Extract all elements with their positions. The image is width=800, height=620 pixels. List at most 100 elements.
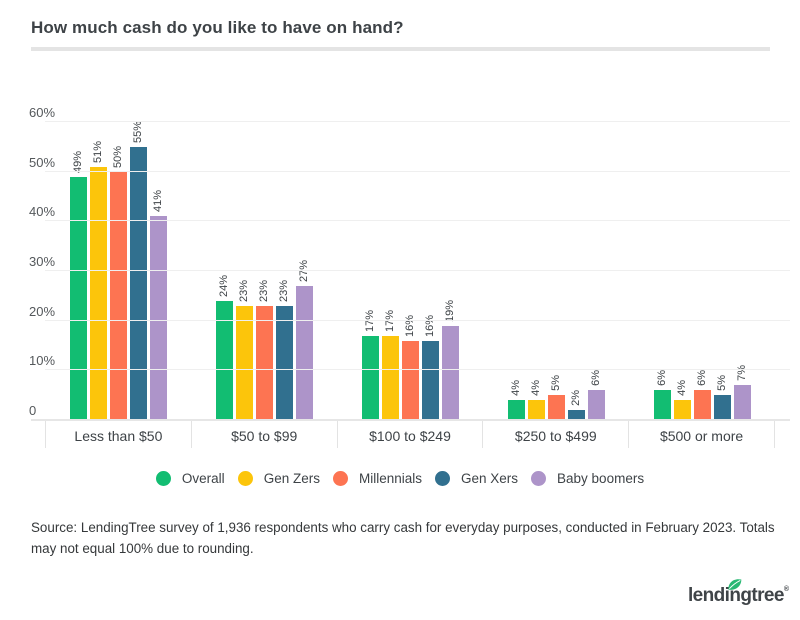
bar-millennials [547, 395, 565, 420]
bar-value-label: 4% [529, 380, 542, 397]
bar-unit-millennials-50-to-99: 23% [255, 279, 273, 420]
bar-unit-baby-boomers-less-than-50: 41% [149, 190, 167, 420]
bar-unit-millennials-500-or-more: 6% [693, 370, 711, 420]
bar-value-label: 6% [655, 370, 668, 387]
bar-value-label: 6% [695, 370, 708, 387]
x-axis-category-250-to-499: $250 to $499 [482, 421, 628, 448]
bar-gen-xers [129, 146, 147, 420]
legend-label: Baby boomers [557, 470, 645, 486]
bar-gen-zers [235, 305, 253, 420]
y-axis-label-30: 30% [29, 254, 56, 269]
legend-label: Gen Zers [263, 470, 320, 486]
y-axis-label-60: 60% [29, 105, 56, 120]
leaf-icon [728, 579, 742, 590]
legend-label: Millennials [358, 470, 422, 486]
legend-item-gen-zers: Gen Zers [237, 470, 320, 486]
legend-label: Overall [181, 470, 225, 486]
plot-area: 49%51%50%55%41%24%23%23%23%27%17%17%16%1… [29, 106, 790, 420]
bar-value-label: 19% [443, 299, 456, 322]
bar-unit-gen-xers-50-to-99: 23% [275, 279, 293, 420]
bar-unit-gen-zers-less-than-50: 51% [89, 140, 107, 420]
bar-groups: 49%51%50%55%41%24%23%23%23%27%17%17%16%1… [45, 120, 775, 420]
bar-unit-baby-boomers-500-or-more: 7% [733, 365, 751, 420]
bar-unit-overall-250-to-499: 4% [507, 380, 525, 420]
bar-value-label: 16% [403, 314, 416, 337]
y-axis-label-10: 10% [29, 353, 56, 369]
bar-baby-boomers [587, 390, 605, 420]
gridline-60 [45, 121, 790, 122]
bar-value-label: 55% [131, 120, 144, 143]
bar-value-label: 23% [237, 279, 250, 302]
bar-value-label: 5% [715, 375, 728, 392]
bar-value-label: 2% [569, 390, 582, 407]
legend-item-overall: Overall [155, 470, 225, 486]
bar-unit-gen-xers-250-to-499: 2% [567, 390, 585, 420]
bar-millennials [255, 305, 273, 420]
gridline-20 [45, 319, 790, 321]
bar-unit-millennials-100-to-249: 16% [401, 314, 419, 420]
bar-group-500-or-more: 6% 4% 6% 5% 7% [629, 122, 775, 420]
bar-value-label: 6% [589, 370, 602, 387]
bar-gen-zers [89, 166, 107, 420]
legend-item-millennials: Millennials [332, 470, 422, 486]
bar-unit-overall-100-to-249: 17% [361, 310, 379, 420]
bar-baby-boomers [733, 385, 751, 420]
bar-unit-overall-500-or-more: 6% [653, 370, 671, 420]
bar-value-label: 51% [91, 140, 104, 163]
bar-value-label: 23% [257, 279, 270, 302]
x-axis-category-500-or-more: $500 or more [628, 421, 775, 448]
bar-gen-zers [673, 400, 691, 420]
legend-dot-icon [237, 470, 253, 486]
bar-value-label: 49% [71, 150, 84, 173]
gridline-40 [45, 220, 790, 222]
bar-overall [215, 300, 233, 420]
x-axis-baseline [31, 419, 790, 421]
bar-gen-xers [713, 395, 731, 420]
bar-gen-xers [567, 410, 585, 420]
bar-group-100-to-249: 17%17% 16% 16% 19% [337, 122, 483, 420]
bar-value-label: 4% [509, 380, 522, 397]
bar-millennials [401, 340, 419, 420]
bar-value-label: 23% [277, 279, 290, 302]
bar-gen-zers [381, 335, 399, 420]
bar-value-label: 24% [217, 274, 230, 297]
bar-millennials [109, 171, 127, 420]
bar-value-label: 50% [111, 145, 124, 168]
registered-mark: ® [783, 586, 789, 593]
bar-baby-boomers [441, 325, 459, 420]
bar-unit-baby-boomers-50-to-99: 27% [295, 260, 313, 420]
x-axis-category-50-to-99: $50 to $99 [190, 421, 337, 448]
bar-unit-overall-50-to-99: 24% [215, 274, 233, 420]
legend-dot-icon [332, 470, 348, 486]
x-axis-category-row: Less than $50 $50 to $99 $100 to $249 $250 … [45, 421, 775, 448]
bar-gen-xers [421, 340, 439, 420]
bar-unit-gen-zers-100-to-249: 17% [381, 310, 399, 420]
y-axis-label-40: 40% [29, 204, 56, 220]
bar-overall [653, 390, 671, 420]
bar-unit-gen-zers-500-or-more: 4% [673, 380, 691, 420]
bar-overall [69, 176, 87, 420]
bar-unit-gen-zers-250-to-499: 4% [527, 380, 545, 420]
bar-unit-baby-boomers-250-to-499: 6% [587, 370, 605, 420]
legend: Overall Gen Zers Millennials Gen Xers Baby b… [0, 468, 800, 488]
lendingtree-logo: lendingtree® [688, 579, 789, 612]
bar-value-label: 5% [549, 375, 562, 392]
bar-value-label: 16% [423, 314, 436, 337]
y-axis-label-20: 20% [29, 303, 56, 319]
gridline-30 [45, 270, 790, 271]
bar-unit-gen-xers-less-than-50: 55% [129, 120, 147, 420]
legend-item-baby-boomers: Baby boomers [531, 470, 645, 486]
bar-unit-gen-xers-100-to-249: 16% [421, 314, 439, 420]
y-axis-label-50: 50% [29, 154, 56, 170]
gridline-10 [45, 369, 790, 371]
bar-overall [507, 400, 525, 420]
bar-group-50-to-99: 24% 23% 23% 23% 27% [191, 122, 337, 420]
bar-value-label: 7% [735, 365, 748, 382]
gridline-50 [45, 170, 790, 172]
legend-dot-icon [531, 470, 547, 486]
bar-unit-overall-less-than-50: 49% [69, 150, 87, 420]
y-axis-label-0: 0 [29, 403, 37, 418]
x-axis-category-less-than-50: Less than $50 [45, 421, 191, 448]
legend-item-gen-xers: Gen Xers [435, 470, 518, 486]
bar-gen-zers [527, 400, 545, 420]
